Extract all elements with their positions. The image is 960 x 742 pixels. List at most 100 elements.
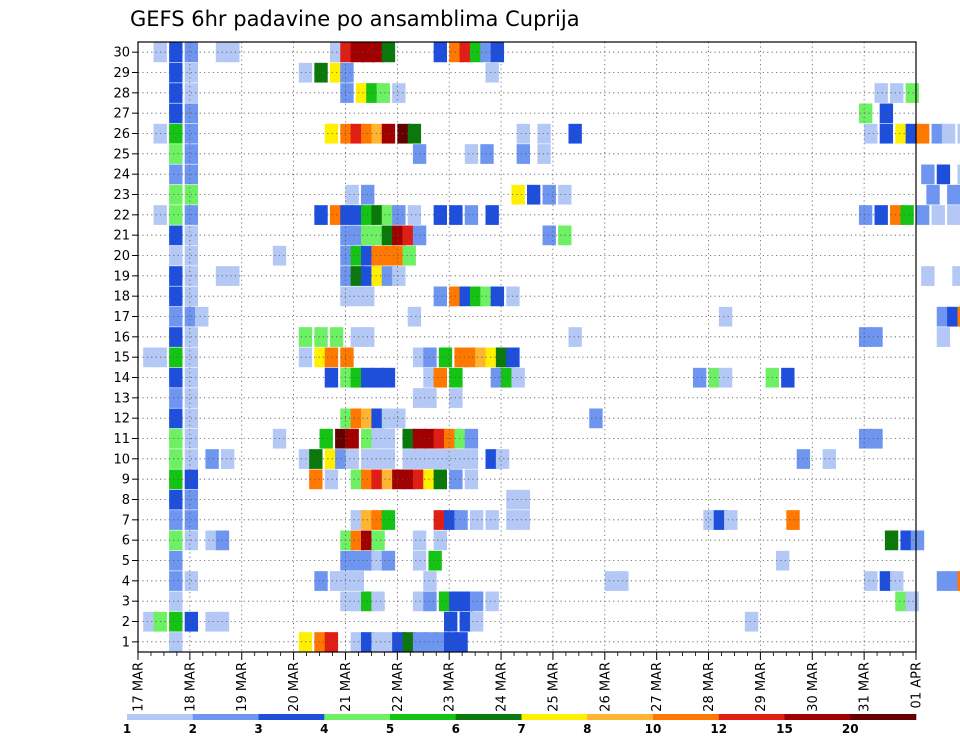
precip-cell: [392, 83, 406, 103]
precip-cell: [350, 286, 365, 307]
precip-cell: [957, 306, 960, 327]
precip-cell: [169, 144, 183, 164]
precip-cell: [433, 367, 448, 388]
precip-cell: [724, 510, 738, 530]
precip-cell: [350, 327, 365, 347]
precip-cell: [169, 245, 183, 266]
precip-cell: [511, 184, 525, 205]
y-tick-label: 15: [113, 351, 130, 366]
precip-cell: [143, 347, 157, 368]
y-tick-label: 5: [122, 554, 130, 569]
colorbar-label: 6: [452, 722, 460, 736]
precip-cell: [890, 205, 904, 225]
y-tick-label: 10: [113, 452, 130, 467]
precip-cell: [931, 205, 945, 225]
precip-cell: [402, 245, 416, 266]
precip-cell: [433, 530, 448, 551]
precip-cell: [402, 449, 416, 469]
precip-cell: [392, 266, 406, 286]
precip-cell: [169, 591, 183, 612]
precip-cell: [205, 611, 219, 632]
precip-cell: [169, 550, 183, 571]
precip-cell: [381, 367, 396, 388]
precip-cell: [412, 388, 427, 408]
colorbar-label: 4: [320, 722, 328, 736]
precip-cell: [454, 428, 468, 449]
precip-cell: [412, 144, 427, 164]
y-tick-label: 17: [113, 310, 130, 325]
precip-cell: [169, 184, 183, 205]
precip-cell: [169, 489, 183, 510]
precip-cell: [423, 571, 437, 591]
precip-cell: [345, 184, 359, 205]
precip-cell: [381, 469, 396, 490]
precip-cell: [402, 428, 416, 449]
y-tick-label: 13: [113, 391, 130, 406]
precip-cell: [371, 367, 385, 388]
precip-cell: [874, 205, 888, 225]
precip-cell: [407, 205, 422, 225]
precip-cell: [314, 205, 328, 225]
precip-cell: [169, 164, 183, 185]
precip-cell: [926, 184, 940, 205]
precip-cell: [350, 510, 365, 530]
precip-cell: [324, 632, 339, 652]
precip-cell: [371, 205, 385, 225]
precip-cell: [516, 489, 530, 510]
precip-cell: [931, 123, 945, 144]
precip-cell: [459, 42, 473, 63]
precip-cell: [350, 469, 365, 490]
precip-cell: [169, 123, 183, 144]
precip-cell: [412, 550, 427, 571]
precip-cell: [169, 632, 183, 652]
grid-lines: [138, 42, 916, 652]
precip-cell: [412, 591, 427, 612]
precip-cell: [604, 571, 619, 591]
precip-cell: [469, 286, 484, 307]
x-tick-label: 31 MAR: [858, 662, 873, 712]
precip-cell: [350, 42, 365, 63]
precip-cell: [957, 164, 960, 185]
precip-cell: [786, 510, 800, 530]
precip-cell: [350, 367, 365, 388]
precip-cell: [775, 550, 790, 571]
precip-cell: [941, 123, 956, 144]
precip-cell: [340, 347, 354, 368]
x-tick-label: 18 MAR: [183, 662, 198, 712]
y-tick-label: 9: [122, 473, 130, 488]
precip-cell: [381, 266, 396, 286]
precip-cell: [392, 408, 406, 429]
precip-cell: [371, 245, 385, 266]
precip-cell: [169, 530, 183, 551]
precip-cell: [869, 327, 883, 347]
precip-cell: [340, 408, 354, 429]
precip-cell: [947, 306, 960, 327]
precip-cell: [921, 164, 935, 185]
precip-cell: [402, 632, 416, 652]
precip-cell: [469, 591, 484, 612]
precip-cell: [340, 591, 354, 612]
precip-cell: [423, 428, 437, 449]
precip-cell: [485, 62, 499, 83]
precip-cell: [423, 469, 437, 490]
y-tick-label: 22: [113, 208, 130, 223]
y-tick-label: 6: [122, 534, 130, 549]
precip-cell: [169, 469, 183, 490]
precip-cell: [340, 571, 354, 591]
precip-cell: [485, 205, 499, 225]
precip-cell: [433, 428, 448, 449]
y-tick-label: 30: [113, 46, 130, 61]
y-tick-label: 24: [113, 168, 130, 183]
precip-cell: [205, 530, 219, 551]
precip-cell: [537, 144, 551, 164]
precip-cell: [314, 571, 328, 591]
precip-cell: [864, 571, 878, 591]
precip-cell: [169, 306, 183, 327]
precip-cell: [485, 510, 499, 530]
y-tick-label: 14: [113, 371, 130, 386]
precip-cell: [900, 530, 914, 551]
x-tick-label: 22 MAR: [391, 662, 406, 712]
precip-cell: [371, 123, 385, 144]
x-tick-label: 29 MAR: [754, 662, 769, 712]
